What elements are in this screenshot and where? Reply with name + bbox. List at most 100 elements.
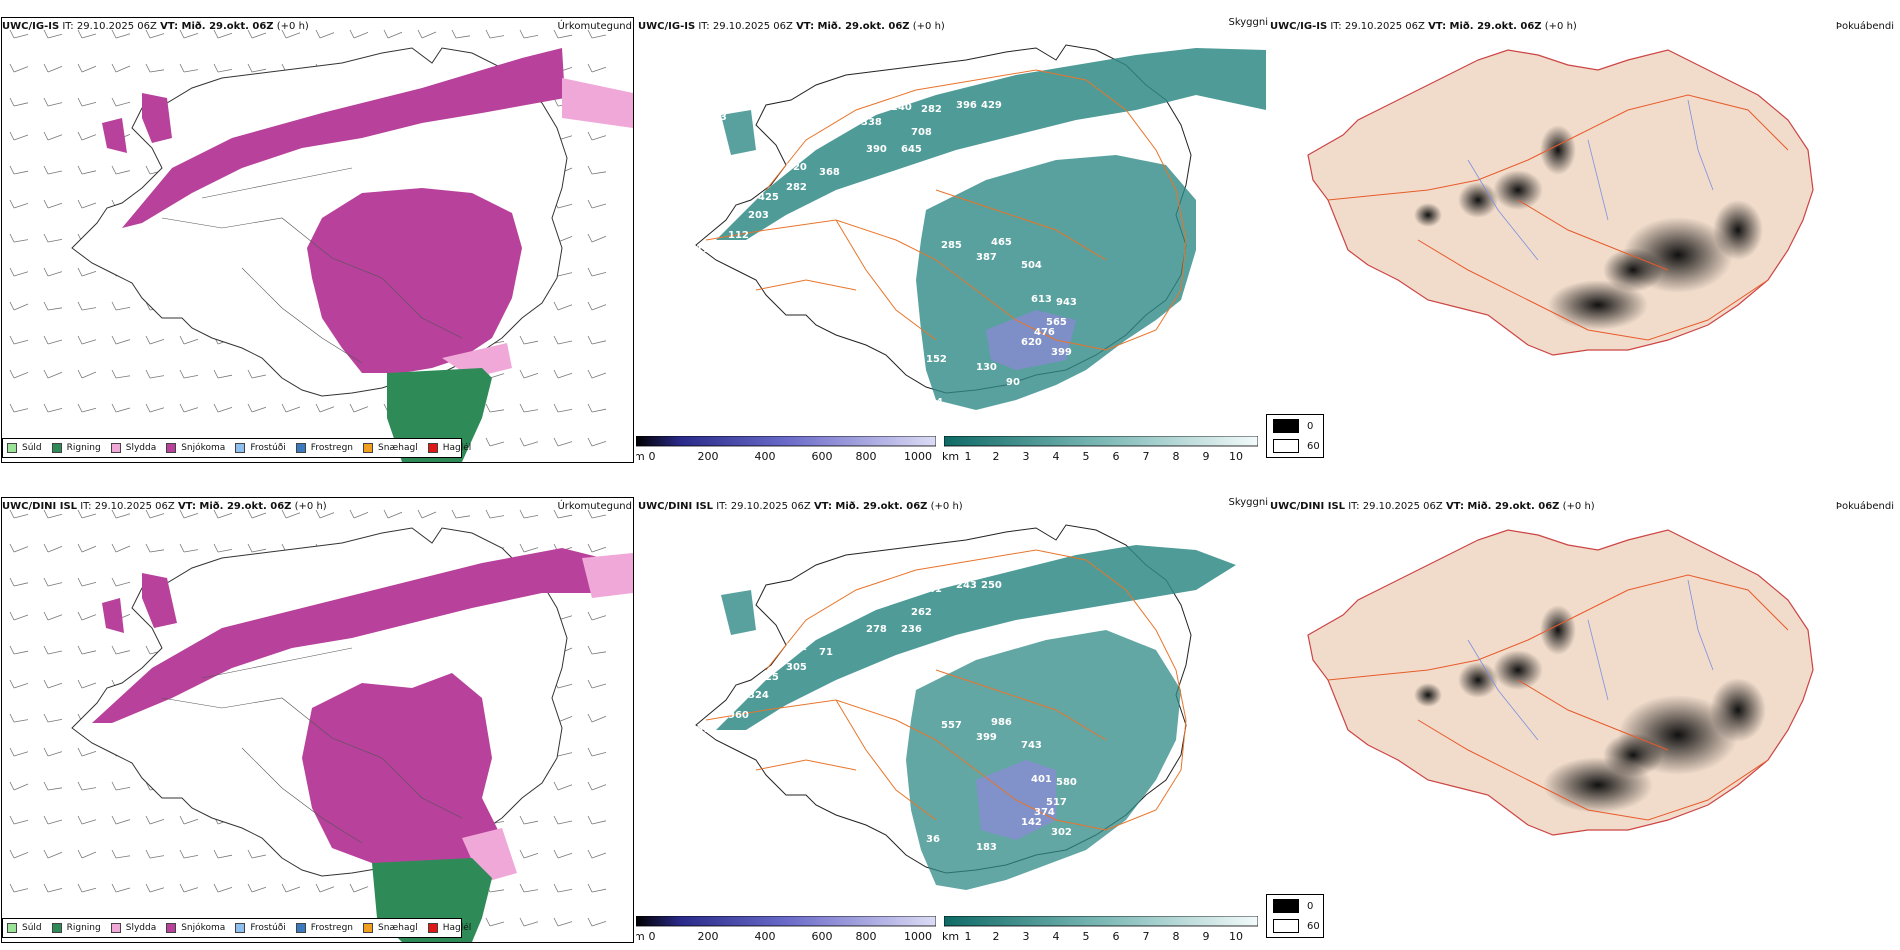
fog-scale-row: 60 <box>1273 439 1320 453</box>
cloud-height-label: 234 <box>861 597 882 608</box>
wind-barb <box>43 883 63 893</box>
km-tick: 9 <box>1202 450 1210 463</box>
snow-band-east <box>562 78 633 128</box>
km-tick: 9 <box>1202 930 1210 943</box>
wind-barb <box>247 543 267 553</box>
wind-barb <box>9 63 29 73</box>
wind-barb <box>43 849 63 859</box>
cloud-height-label: 278 <box>866 624 887 635</box>
legend-swatch <box>7 443 17 453</box>
fog-scale-value: 60 <box>1307 440 1320 452</box>
panel-title: Úrkomutegund <box>557 501 632 512</box>
wind-barb <box>43 781 63 791</box>
wind-barb <box>77 543 97 553</box>
wind-barb <box>43 29 63 39</box>
cloud-height-label: 580 <box>1056 777 1077 788</box>
wind-barb <box>111 165 131 175</box>
legend-swatch <box>427 443 438 453</box>
wind-barb <box>43 335 63 345</box>
precip-legend: Súld Rigning Slydda Snjókoma Frostúði Fr… <box>2 438 471 458</box>
wind-barb <box>213 883 233 893</box>
legend-item: Frostregn <box>295 443 353 453</box>
wind-barb <box>315 883 335 893</box>
sleet-south <box>462 828 517 883</box>
wind-barb <box>485 29 505 39</box>
cloud-height-label: 152 <box>926 354 947 365</box>
km-tick: 10 <box>1229 930 1243 943</box>
wind-barb <box>451 29 471 39</box>
height-tick: 200 <box>697 450 719 463</box>
legend-swatch <box>427 923 438 933</box>
height-tick: 600 <box>811 450 833 463</box>
wind-barb <box>77 509 97 519</box>
cloud-height-label: 476 <box>1034 327 1055 338</box>
wind-barb <box>9 29 29 39</box>
cloud-height-label: 465 <box>991 237 1012 248</box>
wind-barb <box>553 883 573 893</box>
wind-barb <box>111 577 131 587</box>
westfjord-snow-2 <box>142 573 177 628</box>
fog-swatch-light <box>1273 439 1299 453</box>
wind-barb <box>179 29 199 39</box>
wind-barb <box>9 747 29 757</box>
wind-barb <box>213 369 233 379</box>
cloud-height-label: 71 <box>706 592 720 603</box>
height-tick: 400 <box>754 930 776 943</box>
init-time: IT: 29.10.2025 06Z <box>716 501 811 512</box>
km-colorbar: km 1 2 3 4 5 6 7 8 9 10 <box>942 436 1258 466</box>
km-tick: 5 <box>1082 450 1090 463</box>
wind-barb <box>587 267 607 277</box>
wind-barb <box>9 849 29 859</box>
wind-barb <box>145 509 165 519</box>
km-tick: 8 <box>1172 930 1180 943</box>
legend-item: Haglél <box>427 923 471 933</box>
wind-barb <box>43 369 63 379</box>
cloud-height-label: 338 <box>861 117 882 128</box>
wind-barb <box>111 301 131 311</box>
cloud-height-label: 557 <box>941 720 962 731</box>
wind-barb <box>179 369 199 379</box>
legend-item: Súld <box>7 923 42 933</box>
fog-swatch-dark <box>1273 899 1299 913</box>
wind-barb <box>43 403 63 413</box>
wind-barb <box>213 509 233 519</box>
wind-barb <box>43 165 63 175</box>
wind-barb <box>9 165 29 175</box>
valid-time: VT: Mið. 29.okt. 06Z <box>796 21 910 32</box>
cloud-height-label: 708 <box>911 127 932 138</box>
cloud-height-label: 517 <box>1046 797 1067 808</box>
wind-barb <box>519 917 539 927</box>
cloud-height-label: 243 <box>956 580 977 591</box>
wind-barb <box>315 509 335 519</box>
wind-barb <box>111 883 131 893</box>
wind-barb <box>43 199 63 209</box>
wind-barb <box>553 509 573 519</box>
wind-barb <box>77 199 97 209</box>
wind-barb <box>43 97 63 107</box>
init-time: IT: 29.10.2025 06Z <box>1330 21 1425 32</box>
wind-barb <box>587 509 607 519</box>
km-tick: 4 <box>1052 450 1060 463</box>
roads <box>705 69 1187 351</box>
valid-time: VT: Mið. 29.okt. 06Z <box>177 501 292 512</box>
wind-barb <box>9 267 29 277</box>
cloud-area-central <box>916 155 1196 410</box>
legend-swatch <box>235 443 246 453</box>
legend-item: Snjókoma <box>166 443 225 453</box>
wind-barb <box>9 301 29 311</box>
rivers <box>1467 99 1714 261</box>
legend-item: Súld <box>7 443 42 453</box>
cloud-height-label: 203 <box>748 210 769 221</box>
cloud-height-label: 504 <box>1021 260 1042 271</box>
valid-time: VT: Mið. 29.okt. 06Z <box>1428 21 1542 32</box>
westfjord-snow-2 <box>142 93 172 143</box>
fog-scale-row: 0 <box>1273 419 1313 433</box>
wind-barb <box>111 63 131 73</box>
wind-barb <box>77 679 97 689</box>
wind-barb <box>9 883 29 893</box>
height-tick: 400 <box>754 450 776 463</box>
km-tick: 8 <box>1172 450 1180 463</box>
cloud-height-label: 11 <box>696 244 710 255</box>
cloud-height-label: 11 <box>916 407 930 418</box>
valid-time: VT: Mið. 29.okt. 06Z <box>1445 501 1560 512</box>
